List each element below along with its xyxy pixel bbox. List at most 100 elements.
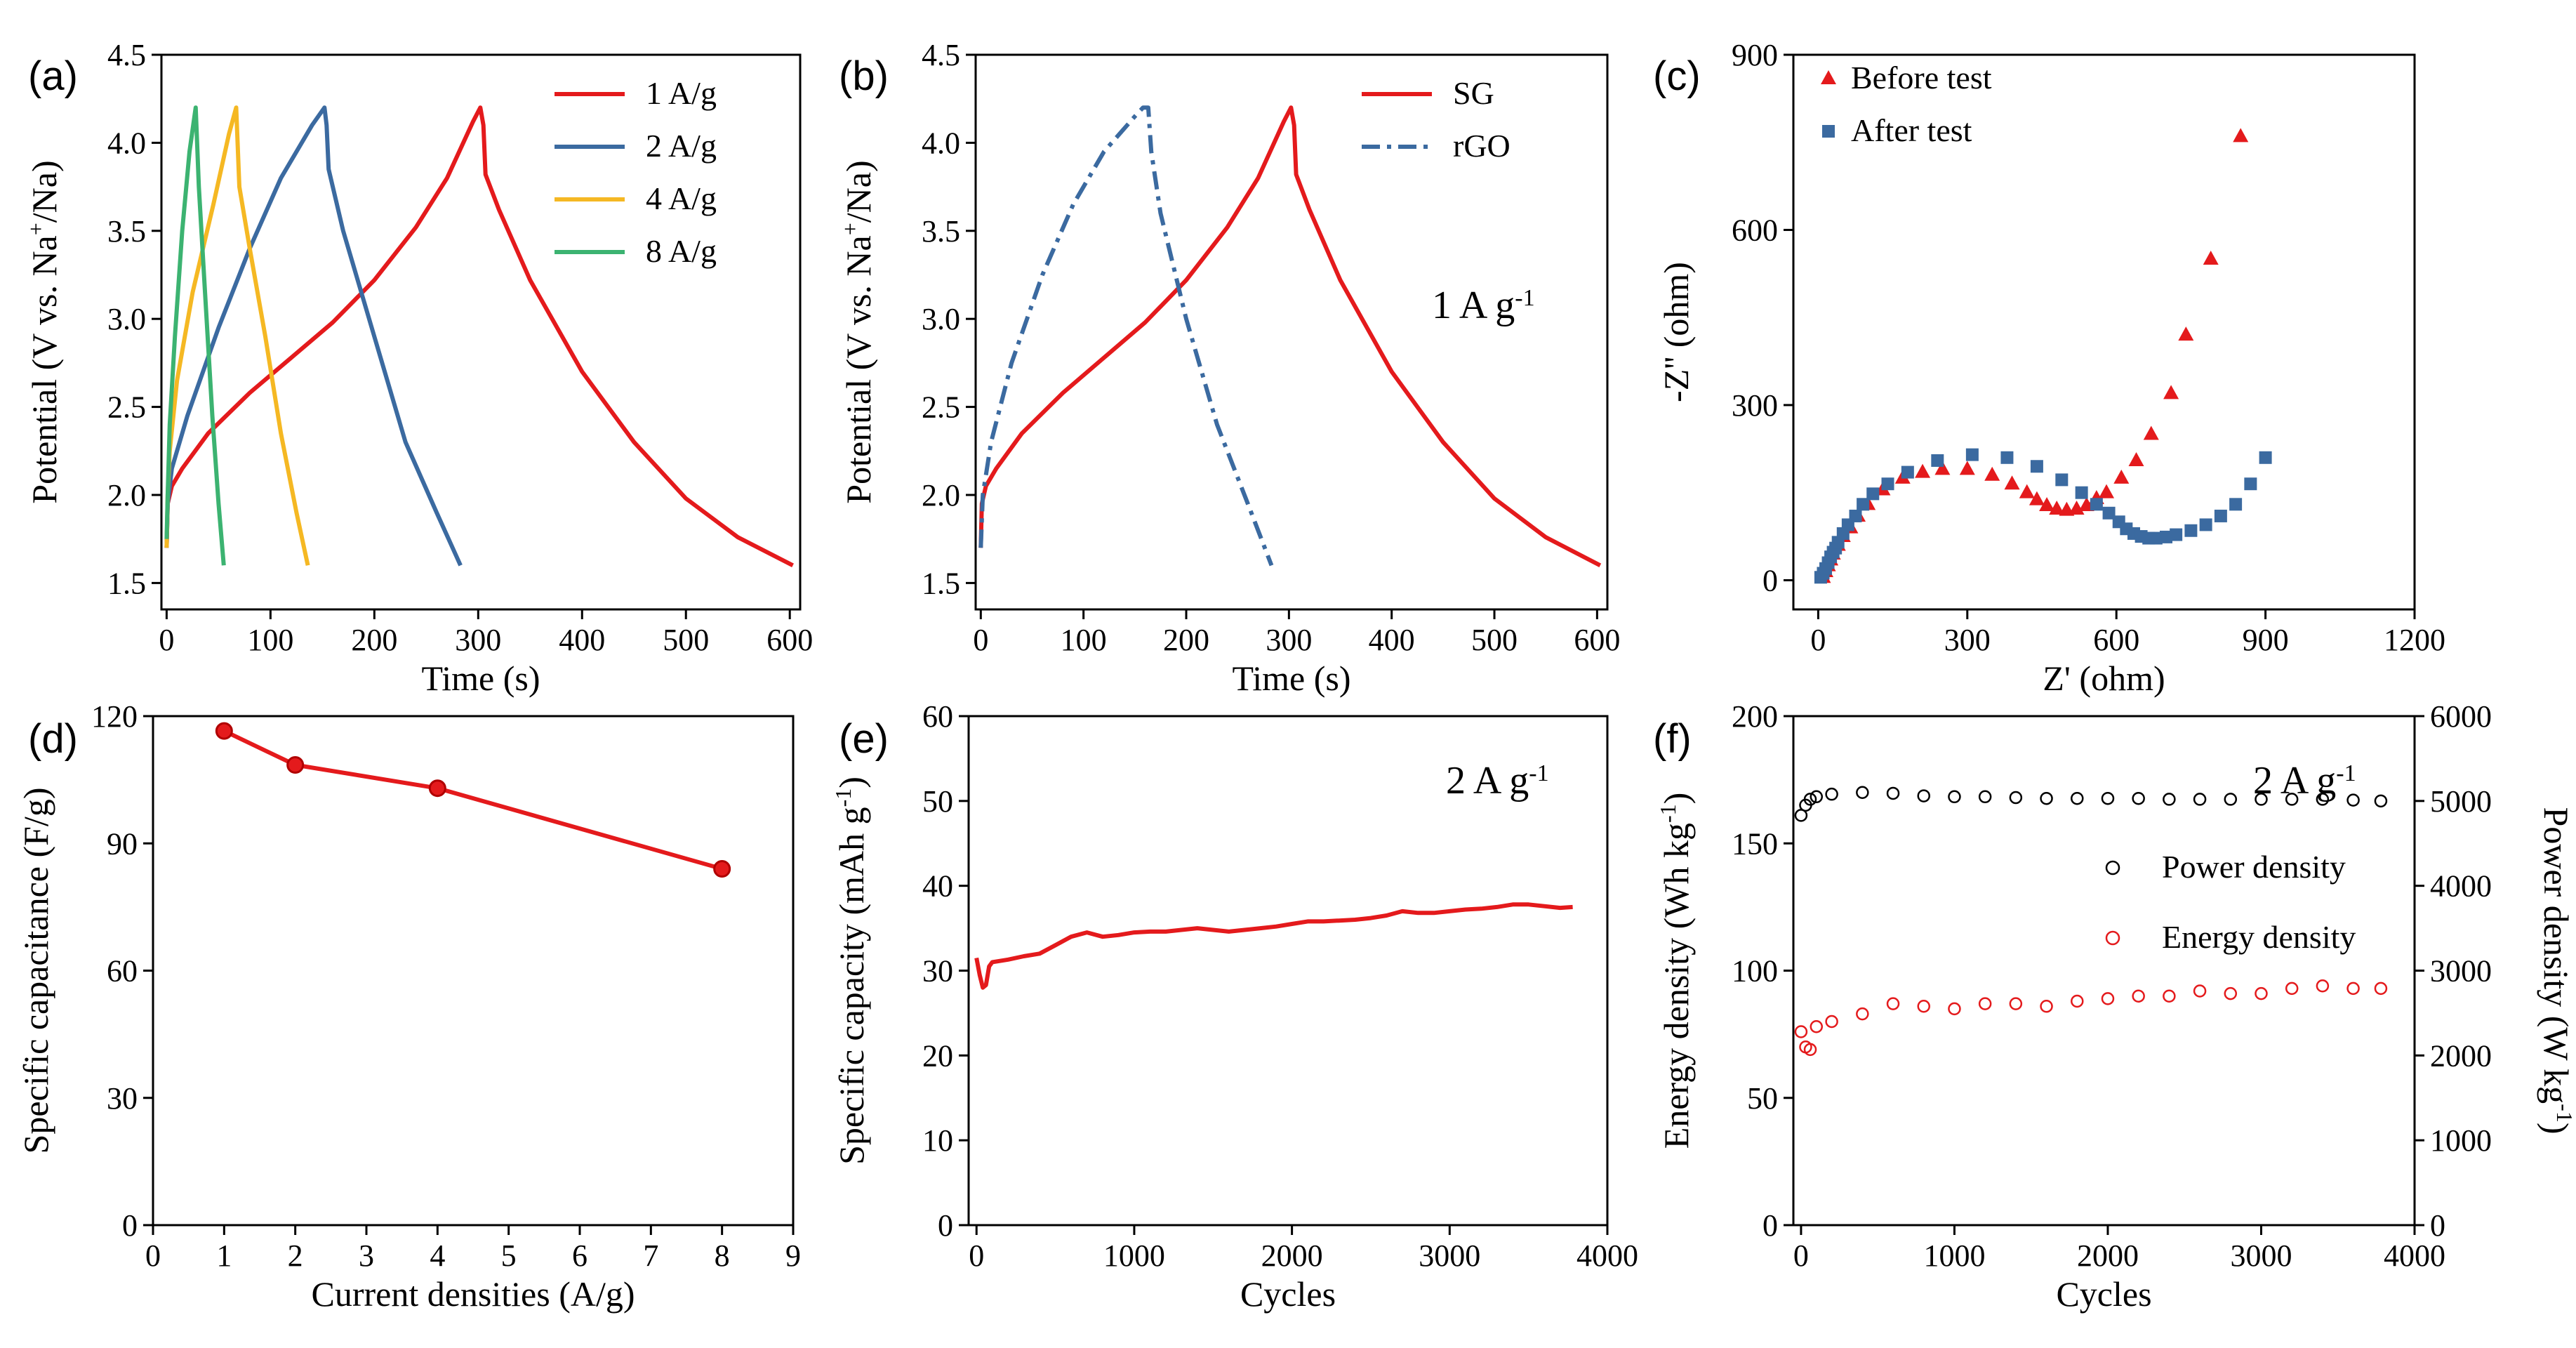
y-tick-label: 200 xyxy=(1732,699,1778,734)
data-point-circle xyxy=(2285,982,2299,996)
legend-label: SG xyxy=(1453,75,1494,111)
x-tick-label: 1200 xyxy=(2384,623,2445,657)
panel-1: (a) 0 100 200 300 400 500 600 1.5 2.0 2.5 3.0 3.5 4.0… xyxy=(23,38,813,698)
data-point-circle xyxy=(2071,994,2084,1008)
data-point-circle xyxy=(2346,793,2360,807)
y-axis-label: Specific capacitance (F/g) xyxy=(16,788,55,1154)
data-point-circle xyxy=(1856,786,1869,799)
x-axis-label: Time (s) xyxy=(421,659,540,698)
data-point-circle xyxy=(1948,1002,1961,1016)
data-point-square xyxy=(2244,477,2257,491)
x-tick-label: 1000 xyxy=(1103,1238,1165,1273)
y-tick-label: 0 xyxy=(1762,563,1778,597)
x-tick-label: 2000 xyxy=(1261,1238,1323,1273)
rate-annotation: 1 A g-1 xyxy=(1432,284,1535,327)
data-point-circle xyxy=(1803,793,1817,806)
data-point-triangle xyxy=(1915,463,1931,478)
legend-label: 2 A/g xyxy=(646,128,717,164)
data-point-circle xyxy=(1825,1015,1838,1029)
y-tick-label: 60 xyxy=(107,954,138,989)
x-tick-label: 4 xyxy=(430,1238,445,1273)
y-tick-label: 0 xyxy=(938,1208,953,1243)
y-tick-label: 50 xyxy=(1747,1081,1778,1116)
data-point xyxy=(215,722,233,740)
y-tick-label: 20 xyxy=(922,1038,953,1073)
data-point-circle xyxy=(2193,984,2207,998)
data-point xyxy=(713,860,731,878)
data-point-circle xyxy=(1810,790,1824,804)
x-tick-label: 300 xyxy=(1944,623,1991,657)
y-axis-label: Potential (V vs. Na+/Na) xyxy=(837,160,878,503)
series-line-3 xyxy=(164,105,310,566)
x-tick-label: 2 xyxy=(288,1238,303,1273)
x-tick-label: 3000 xyxy=(2230,1238,2292,1273)
data-point-circle xyxy=(1978,997,1992,1010)
y-tick-label: 1.5 xyxy=(107,566,146,600)
data-point-triangle xyxy=(2233,128,2249,143)
y-tick-label: 2.0 xyxy=(922,478,960,513)
series-line-1 xyxy=(978,105,1602,567)
x-tick-label: 0 xyxy=(145,1238,161,1273)
data-point-circle xyxy=(1825,787,1838,801)
legend-label: Energy density xyxy=(2162,919,2356,955)
x-axis-label: Current densities (A/g) xyxy=(311,1274,635,1314)
y-tick-label: 3.5 xyxy=(922,214,960,249)
data-point-triangle xyxy=(2099,484,2115,498)
data-point-square xyxy=(2102,506,2116,520)
y-tick-label: 0 xyxy=(1762,1208,1778,1243)
x-tick-label: 200 xyxy=(1163,623,1209,657)
data-point-circle xyxy=(2285,793,2299,806)
legend-label: 8 A/g xyxy=(646,233,717,269)
data-point-square xyxy=(1849,509,1862,522)
data-point-circle xyxy=(2346,982,2360,996)
legend-label: 4 A/g xyxy=(646,180,717,216)
x-axis-label: Cycles xyxy=(2056,1274,2151,1314)
x-tick-label: 7 xyxy=(643,1238,658,1273)
y-right-tick-label: 5000 xyxy=(2430,784,2492,819)
x-tick-label: 300 xyxy=(455,623,501,657)
panel-label: (e) xyxy=(839,716,889,762)
data-point-circle xyxy=(2071,791,2084,805)
data-point-square xyxy=(1866,487,1880,501)
y-axis-label: Energy density (Wh kg-1) xyxy=(1655,793,1696,1149)
data-point-triangle xyxy=(2029,491,2045,505)
data-point-triangle xyxy=(2203,251,2219,265)
data-point-square xyxy=(2184,524,2198,537)
x-tick-label: 400 xyxy=(559,623,605,657)
y-tick-label: 120 xyxy=(91,699,138,734)
legend-label: After test xyxy=(1851,112,1972,148)
data-point-circle xyxy=(1810,1020,1824,1033)
legend-label: Power density xyxy=(2162,849,2346,885)
legend-label: rGO xyxy=(1453,128,1511,164)
data-point-square xyxy=(2030,460,2043,473)
data-point-square xyxy=(2229,498,2243,511)
data-point-triangle xyxy=(2128,451,2144,466)
data-point-square xyxy=(1881,477,1894,491)
data-point-triangle xyxy=(2163,385,2179,399)
x-tick-label: 100 xyxy=(247,623,293,657)
x-tick-label: 6 xyxy=(572,1238,587,1273)
data-point-square xyxy=(1857,498,1870,511)
plot-frame xyxy=(1792,53,2416,611)
x-tick-label: 600 xyxy=(766,623,813,657)
data-point-square xyxy=(2075,486,2088,499)
y-tick-label: 3.5 xyxy=(107,214,146,249)
data-point-circle xyxy=(2224,793,2238,806)
data-point-square xyxy=(2160,530,2172,543)
x-tick-label: 0 xyxy=(969,1238,984,1273)
data-point-square xyxy=(2259,451,2272,464)
y-tick-label: 4.0 xyxy=(922,126,960,160)
data-point-circle xyxy=(2224,986,2238,1000)
panel-label: (d) xyxy=(28,716,78,762)
data-point-circle xyxy=(1886,997,1900,1010)
y-tick-label: 90 xyxy=(107,826,138,861)
data-point-circle xyxy=(2255,793,2268,806)
data-point-triangle xyxy=(1959,461,1975,475)
y-tick-label: 4.5 xyxy=(107,38,146,72)
x-tick-label: 300 xyxy=(1266,623,1312,657)
x-tick-label: 0 xyxy=(1793,1238,1809,1273)
plot-frame xyxy=(974,53,1609,611)
legend-swatch xyxy=(1821,70,1836,84)
